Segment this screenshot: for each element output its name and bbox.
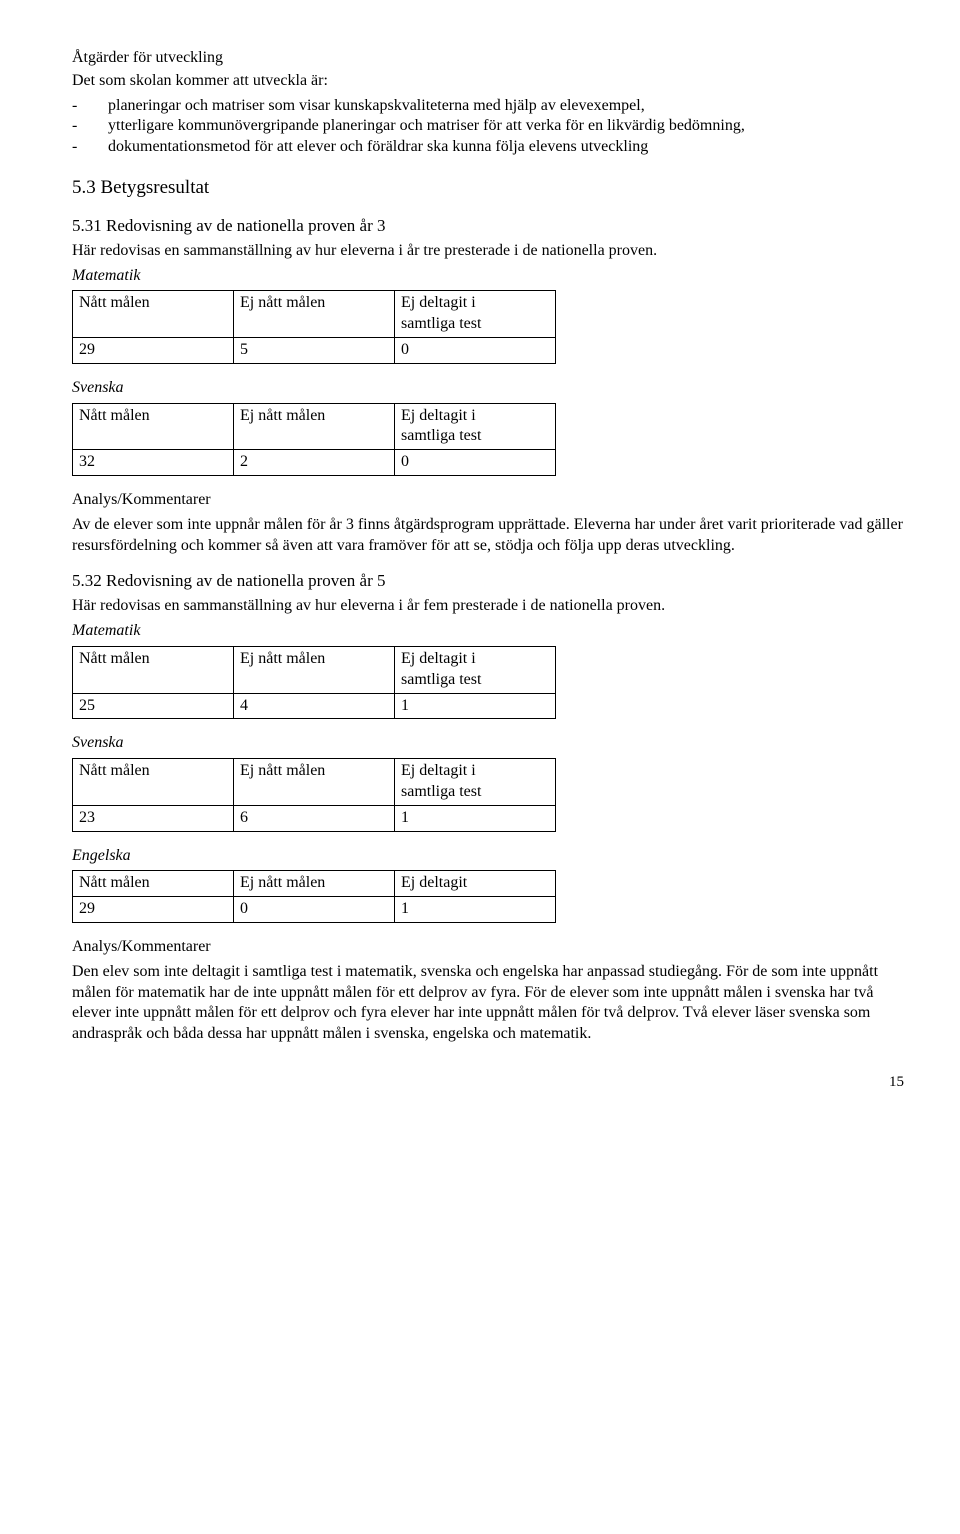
header-line: Ej deltagit i xyxy=(401,294,476,311)
atgarder-heading: Åtgärder för utveckling xyxy=(72,48,904,69)
table-cell: 2 xyxy=(234,450,395,476)
list-item: dokumentationsmetod för att elever och f… xyxy=(72,137,904,158)
table-cell: 25 xyxy=(73,693,234,719)
table-header: Ej deltagit i samtliga test xyxy=(395,403,556,450)
table-header: Nått målen xyxy=(73,647,234,694)
analysis-text: Av de elever som inte uppnår målen för å… xyxy=(72,515,904,557)
atgarder-list: planeringar och matriser som visar kunsk… xyxy=(72,96,904,158)
table-cell: 32 xyxy=(73,450,234,476)
math-label-5: Matematik xyxy=(72,621,904,642)
table-header: Ej deltagit i samtliga test xyxy=(395,291,556,338)
engelska-table-year5: Nått målen Ej nått målen Ej deltagit 29 … xyxy=(72,870,556,923)
section-532-intro: Här redovisas en sammanställning av hur … xyxy=(72,596,904,617)
svenska-label: Svenska xyxy=(72,378,904,399)
header-line: samtliga test xyxy=(401,783,481,800)
math-label: Matematik xyxy=(72,266,904,287)
table-cell: 4 xyxy=(234,693,395,719)
section-53-heading: 5.3 Betygsresultat xyxy=(72,176,904,201)
math-table-year3: Nått målen Ej nått målen Ej deltagit i sa… xyxy=(72,290,556,363)
table-header: Ej nått målen xyxy=(234,759,395,806)
header-line: Ej deltagit i xyxy=(401,407,476,424)
table-header: Nått målen xyxy=(73,291,234,338)
engelska-label-5: Engelska xyxy=(72,846,904,867)
table-header: Ej nått målen xyxy=(234,291,395,338)
svenska-table-year3: Nått målen Ej nått målen Ej deltagit i sa… xyxy=(72,403,556,476)
table-cell: 5 xyxy=(234,337,395,363)
table-header: Ej nått målen xyxy=(234,871,395,897)
svenska-table-year5: Nått målen Ej nått målen Ej deltagit i sa… xyxy=(72,758,556,831)
header-line: samtliga test xyxy=(401,427,481,444)
analysis-heading: Analys/Kommentarer xyxy=(72,490,904,511)
table-cell: 1 xyxy=(395,693,556,719)
table-cell: 1 xyxy=(395,897,556,923)
table-header: Ej deltagit i samtliga test xyxy=(395,759,556,806)
table-header: Ej nått målen xyxy=(234,403,395,450)
table-cell: 0 xyxy=(395,337,556,363)
header-line: samtliga test xyxy=(401,315,481,332)
table-header: Ej deltagit xyxy=(395,871,556,897)
analysis-text-5: Den elev som inte deltagit i samtliga te… xyxy=(72,962,904,1045)
table-cell: 23 xyxy=(73,805,234,831)
table-cell: 29 xyxy=(73,897,234,923)
table-cell: 29 xyxy=(73,337,234,363)
page-number: 15 xyxy=(72,1073,904,1093)
section-531-intro: Här redovisas en sammanställning av hur … xyxy=(72,241,904,262)
table-header: Ej nått målen xyxy=(234,647,395,694)
atgarder-intro: Det som skolan kommer att utveckla är: xyxy=(72,71,904,92)
header-line: Ej deltagit i xyxy=(401,762,476,779)
table-header: Nått målen xyxy=(73,871,234,897)
table-header: Nått målen xyxy=(73,759,234,806)
section-531-heading: 5.31 Redovisning av de nationella proven… xyxy=(72,215,904,237)
header-line: samtliga test xyxy=(401,671,481,688)
section-532-heading: 5.32 Redovisning av de nationella proven… xyxy=(72,570,904,592)
table-header: Ej deltagit i samtliga test xyxy=(395,647,556,694)
table-header: Nått målen xyxy=(73,403,234,450)
header-line: Ej deltagit i xyxy=(401,650,476,667)
svenska-label-5: Svenska xyxy=(72,733,904,754)
table-cell: 1 xyxy=(395,805,556,831)
table-cell: 6 xyxy=(234,805,395,831)
math-table-year5: Nått målen Ej nått målen Ej deltagit i sa… xyxy=(72,646,556,719)
list-item: ytterligare kommunövergripande planering… xyxy=(72,116,904,137)
table-cell: 0 xyxy=(234,897,395,923)
analysis-heading-5: Analys/Kommentarer xyxy=(72,937,904,958)
table-cell: 0 xyxy=(395,450,556,476)
list-item: planeringar och matriser som visar kunsk… xyxy=(72,96,904,117)
